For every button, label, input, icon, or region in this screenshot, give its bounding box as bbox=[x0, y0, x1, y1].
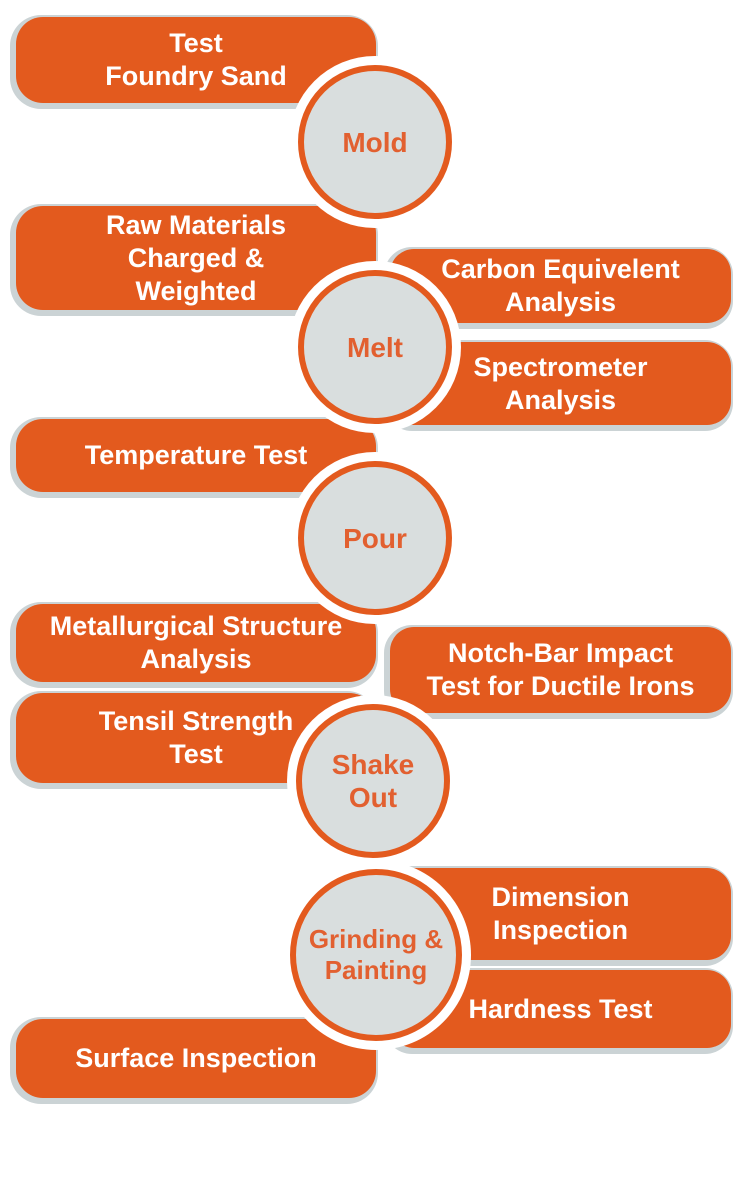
test-box-test-foundry-sand: Test Foundry Sand bbox=[16, 17, 376, 103]
test-box-label-line: Analysis bbox=[504, 287, 617, 317]
stage-label-line: Mold bbox=[342, 126, 408, 158]
test-box-label-line: Temperature Test bbox=[84, 440, 308, 470]
stage-circle-grinding-painting: Grinding & Painting bbox=[290, 869, 462, 1041]
stage-circle-mold: Mold bbox=[298, 65, 452, 219]
test-box-label-line: Metallurgical Structure bbox=[49, 611, 343, 641]
test-box-label-line: Spectrometer bbox=[473, 351, 648, 382]
test-box-label-line: Carbon Equivelent bbox=[441, 254, 680, 284]
stage-circle-melt: Melt bbox=[298, 270, 452, 424]
test-box-raw-materials-charged-weighted: Raw Materials Charged & Weighted bbox=[16, 206, 376, 310]
stage-label-line: Melt bbox=[347, 331, 403, 363]
stage-label-line: Out bbox=[348, 782, 398, 813]
stage-circle-pour: Pour bbox=[298, 461, 452, 615]
test-box-surface-inspection: Surface Inspection bbox=[16, 1019, 376, 1098]
stage-label-line: Grinding & bbox=[308, 924, 444, 954]
test-box-label-line: Notch-Bar Impact bbox=[447, 638, 674, 668]
test-box-label-line: Test bbox=[169, 739, 223, 769]
test-box-label-line: Foundry Sand bbox=[105, 61, 287, 91]
stage-circle-shake-out: Shake Out bbox=[296, 704, 450, 858]
stage-label-line: Pour bbox=[343, 522, 407, 554]
test-box-label-line: Test bbox=[169, 28, 223, 58]
test-box-label-line: Hardness Test bbox=[468, 993, 653, 1024]
test-box-label-line: Dimension bbox=[491, 882, 630, 912]
stage-label-line: Painting bbox=[324, 955, 428, 985]
test-box-temperature-test: Temperature Test bbox=[16, 419, 376, 492]
test-box-carbon-equivelent-analysis: Carbon Equivelent Analysis bbox=[390, 249, 731, 323]
test-box-label-line: Analysis bbox=[140, 644, 252, 674]
test-box-label-line: Analysis bbox=[504, 384, 617, 415]
stage-label-line: Shake bbox=[331, 749, 415, 780]
test-box-label-line: Charged & bbox=[127, 242, 265, 273]
test-box-label-line: Surface Inspection bbox=[75, 1043, 317, 1073]
test-box-notch-bar-impact-test: Notch-Bar Impact Test for Ductile Irons bbox=[390, 627, 731, 713]
test-box-metallurgical-structure-analysis: Metallurgical Structure Analysis bbox=[16, 604, 376, 682]
test-box-label-line: Inspection bbox=[492, 915, 628, 945]
test-box-label-line: Raw Materials bbox=[105, 209, 287, 240]
test-box-label-line: Test for Ductile Irons bbox=[426, 671, 695, 701]
test-box-label-line: Tensil Strength bbox=[98, 706, 294, 736]
test-box-label-line: Weighted bbox=[135, 275, 257, 306]
